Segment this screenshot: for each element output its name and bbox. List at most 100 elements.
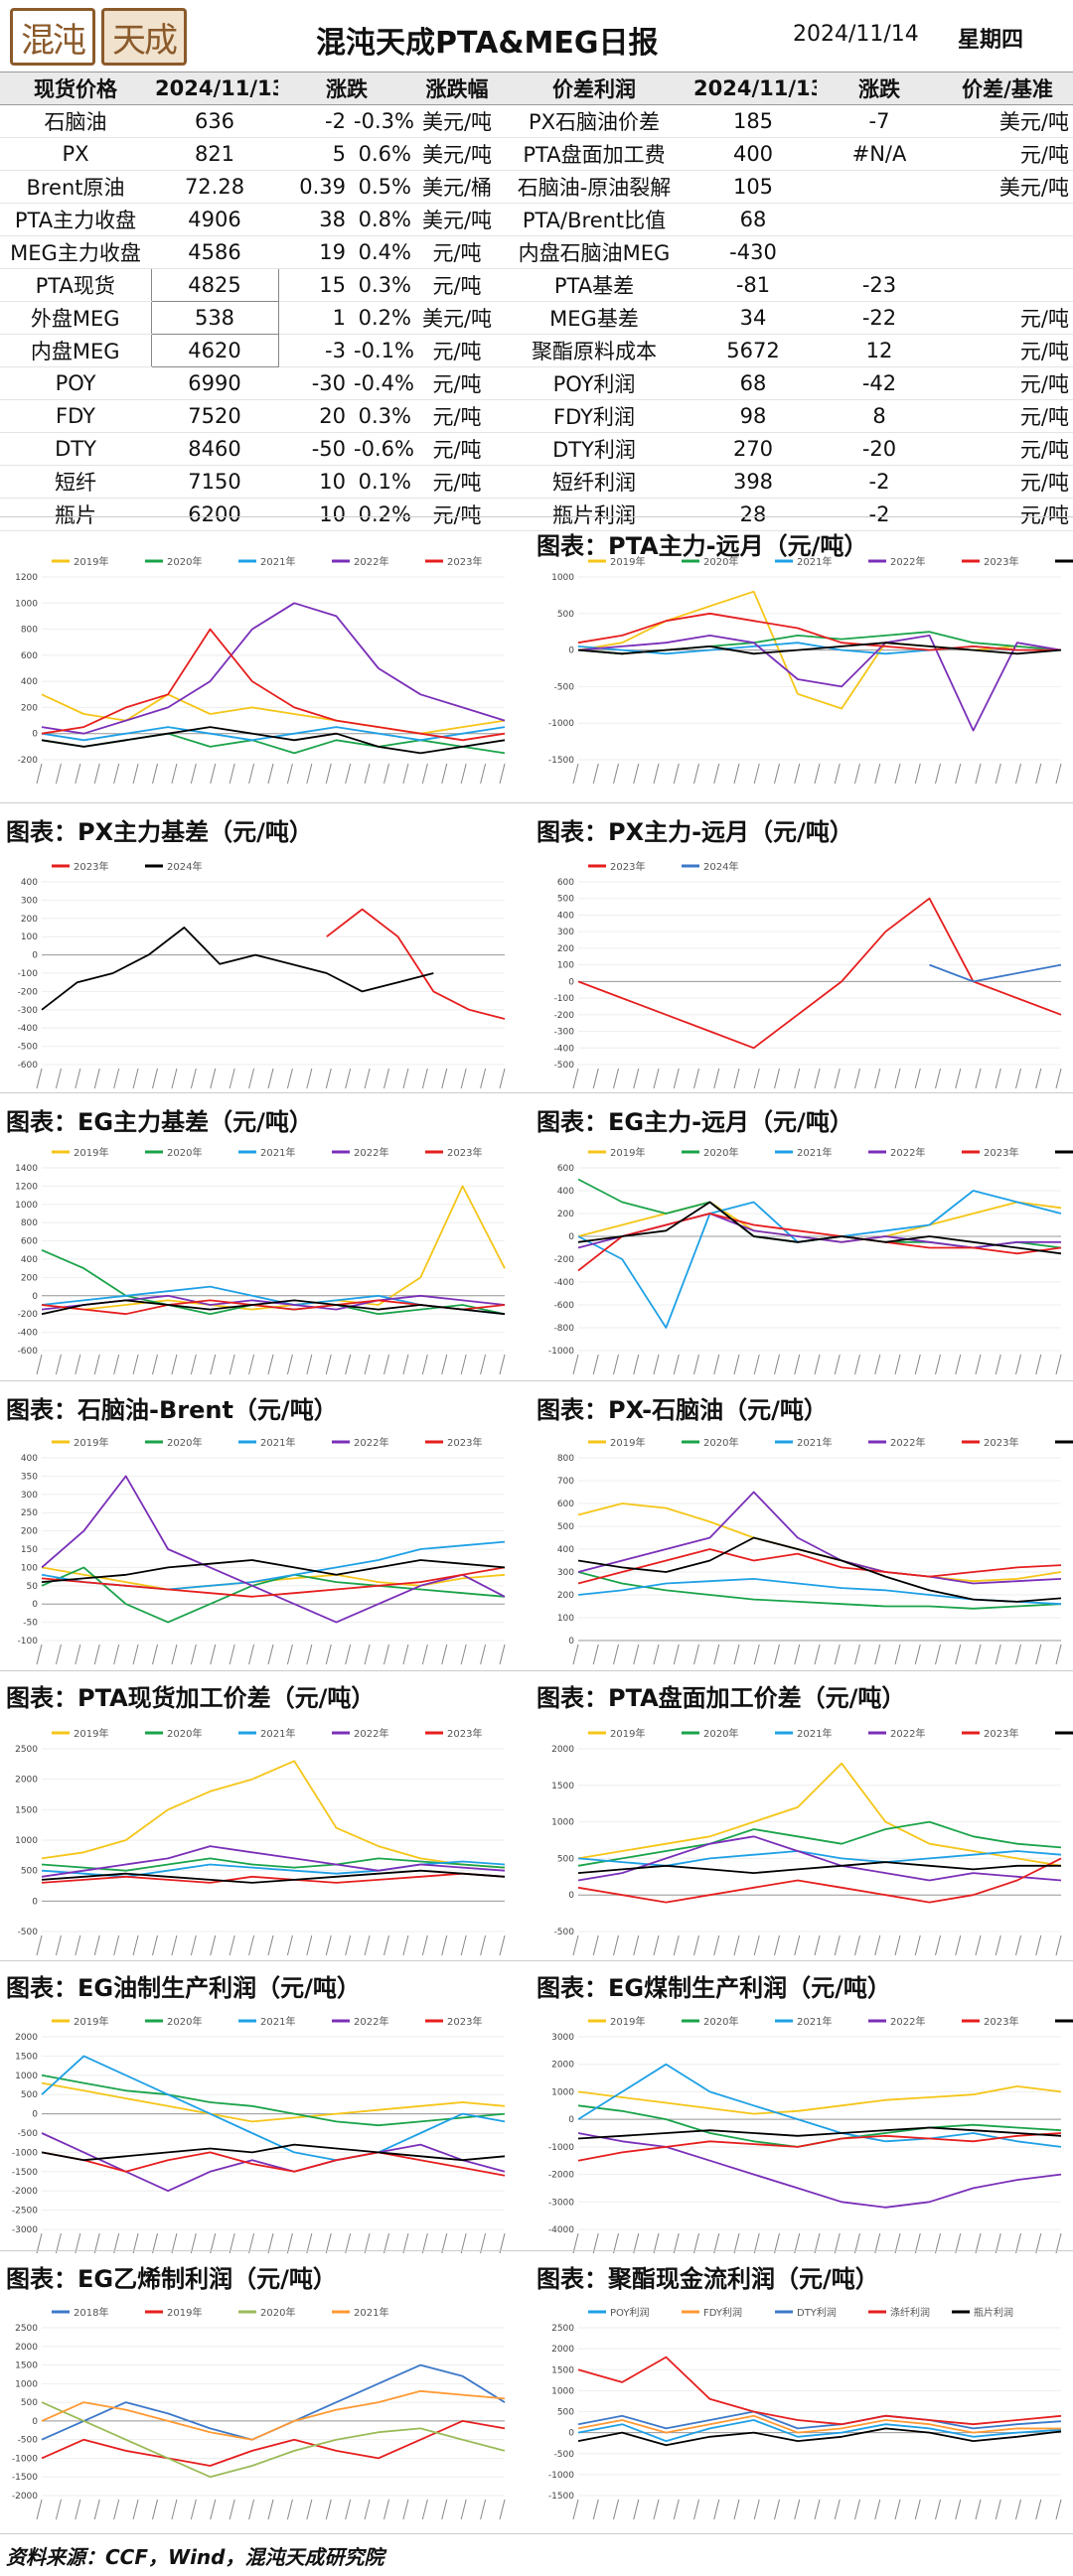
- table-cell: 6200: [151, 498, 278, 531]
- legend-label: 2021年: [260, 1436, 295, 1449]
- x-tick-mark: [460, 1934, 467, 1956]
- x-tick-mark: [190, 763, 197, 785]
- table-cell: [817, 203, 942, 236]
- table-cell: PTA主力收盘: [0, 203, 151, 236]
- y-tick-label: -2500: [12, 2207, 38, 2217]
- series-line: [577, 1850, 1062, 1867]
- x-tick-mark: [132, 1934, 139, 1956]
- table-cell: 0.1%: [350, 465, 415, 499]
- x-tick-mark: [113, 1934, 120, 1956]
- table-cell: MEG基差: [499, 301, 690, 335]
- legend-item: 2023年: [425, 1146, 482, 1159]
- x-tick-mark: [93, 2232, 100, 2254]
- table-cell: 38: [278, 203, 350, 236]
- table-cell: -0.1%: [350, 334, 415, 367]
- x-tick-mark: [325, 763, 332, 785]
- series-line: [577, 612, 1061, 651]
- chart-caption: 图表：EG油制生产利润（元/吨）: [6, 1974, 361, 2002]
- x-tick-mark: [733, 2499, 740, 2520]
- table-cell: 瓶片: [0, 498, 151, 531]
- x-tick-mark: [55, 763, 62, 785]
- x-tick-mark: [248, 1644, 255, 1665]
- series-line: [41, 2055, 506, 2162]
- y-tick-label: -4000: [548, 2225, 574, 2235]
- table-cell: 34: [690, 301, 817, 335]
- legend-item: 2022年: [868, 2015, 925, 2028]
- chart-caption: 图表：聚酯现金流利润（元/吨）: [536, 2265, 879, 2293]
- y-tick-label: -500: [18, 1043, 39, 1053]
- chart-caption: 图表：EG乙烯制利润（元/吨）: [6, 2265, 337, 2293]
- y-tick-label: -1000: [548, 2143, 574, 2153]
- x-tick-mark: [914, 1068, 921, 1089]
- y-tick-label: -500: [18, 2129, 39, 2139]
- series-line: [577, 2410, 1062, 2430]
- x-tick-mark: [402, 2232, 409, 2254]
- y-tick-label: 500: [557, 2408, 574, 2418]
- y-tick-label: 800: [21, 1218, 38, 1228]
- legend-label: 2021年: [354, 2306, 388, 2319]
- legend-item: 瓶片利润: [952, 2306, 1013, 2319]
- table-cell: -3: [278, 334, 350, 367]
- x-tick-mark: [421, 1354, 428, 1375]
- table-cell: 0.8%: [350, 203, 415, 236]
- x-tick-mark: [1055, 763, 1062, 785]
- x-tick-mark: [794, 1068, 801, 1089]
- x-tick-mark: [854, 1644, 860, 1665]
- y-tick-label: 300: [557, 1568, 574, 1578]
- legend-label: 2023年: [610, 860, 645, 873]
- table-cell: 短纤利润: [499, 465, 690, 499]
- y-tick-label: -500: [554, 1928, 575, 1937]
- x-tick-mark: [480, 2232, 487, 2254]
- x-tick-mark: [653, 763, 660, 785]
- x-tick-mark: [286, 2232, 293, 2254]
- x-tick-mark: [75, 1934, 81, 1956]
- x-tick-mark: [874, 1354, 881, 1375]
- x-tick-mark: [834, 1354, 841, 1375]
- x-tick-mark: [673, 2499, 680, 2520]
- legend-label: 2020年: [703, 1436, 738, 1449]
- x-tick-mark: [975, 763, 982, 785]
- x-tick-mark: [113, 763, 120, 785]
- x-tick-mark: [814, 763, 821, 785]
- x-tick-mark: [834, 1934, 841, 1956]
- x-tick-mark: [753, 2499, 760, 2520]
- x-tick-mark: [834, 763, 841, 785]
- x-tick-mark: [834, 1068, 841, 1089]
- table-cell: PTA现货: [0, 268, 151, 302]
- legend-label: 2020年: [260, 2306, 295, 2319]
- y-tick-label: -200: [554, 1255, 575, 1265]
- series-line: [577, 1548, 1062, 1585]
- x-tick-mark: [383, 1354, 389, 1375]
- x-tick-mark: [152, 2499, 158, 2520]
- y-tick-label: -2000: [12, 2492, 38, 2502]
- legend-label: 2022年: [354, 2015, 388, 2028]
- y-tick-label: 200: [557, 1210, 574, 1219]
- x-tick-mark: [955, 1068, 962, 1089]
- x-tick-mark: [592, 1068, 599, 1089]
- table-cell: #N/A: [817, 137, 942, 171]
- y-tick-label: 400: [557, 911, 574, 921]
- series-line: [577, 1201, 1062, 1255]
- x-tick-mark: [653, 1068, 660, 1089]
- x-tick-mark: [210, 2232, 217, 2254]
- y-tick-label: -600: [554, 1301, 575, 1311]
- y-tick-label: -800: [554, 1324, 575, 1334]
- x-tick-mark: [364, 2232, 371, 2254]
- y-tick-label: -1500: [548, 756, 574, 766]
- legend-label: 2023年: [447, 1727, 482, 1740]
- x-tick-mark: [171, 1068, 178, 1089]
- table-row: POY 6990 -30 -0.4% 元/吨 POY利润 68 -42 元/吨: [0, 366, 1073, 400]
- table-cell: -81: [690, 268, 817, 302]
- x-tick-mark: [402, 1644, 409, 1665]
- x-tick-mark: [421, 1934, 428, 1956]
- y-tick-label: -500: [554, 2450, 575, 2460]
- x-tick-mark: [1035, 1644, 1042, 1665]
- section-divider: [0, 2250, 1073, 2251]
- table-cell: 0.2%: [350, 301, 415, 335]
- x-tick-mark: [421, 763, 428, 785]
- y-tick-label: 0: [568, 977, 574, 987]
- table-cell: 5: [278, 137, 350, 171]
- y-tick-label: 0: [568, 646, 574, 656]
- x-tick-mark: [55, 2232, 62, 2254]
- x-tick-mark: [93, 763, 100, 785]
